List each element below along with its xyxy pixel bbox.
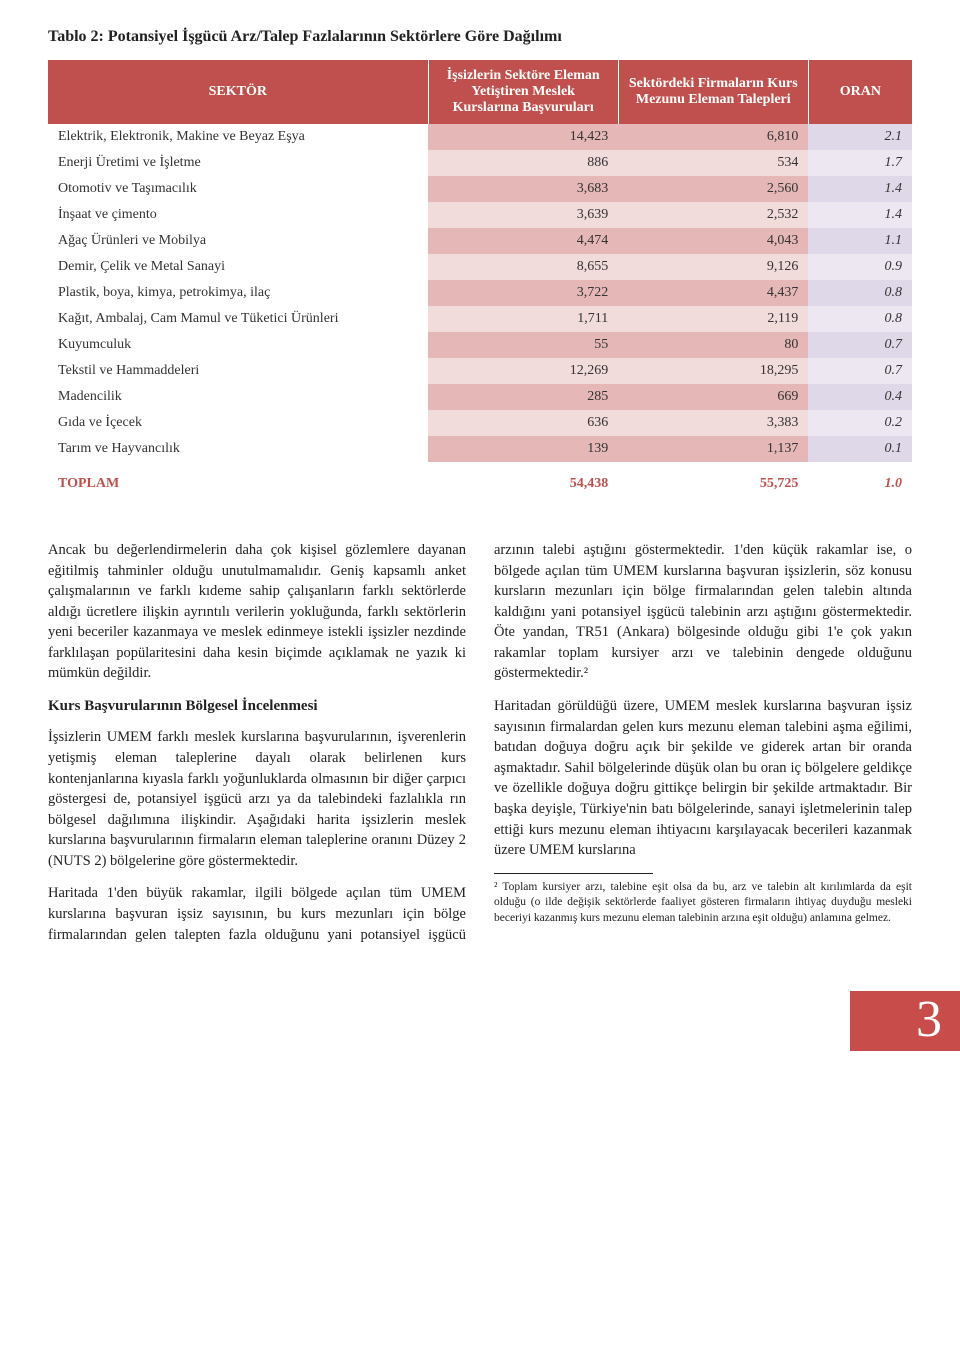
cell-c4: 0.2 — [808, 410, 912, 436]
cell-c3: 4,043 — [618, 228, 808, 254]
cell-c1: İnşaat ve çimento — [48, 202, 428, 228]
th-demands: Sektördeki Firmaların Kurs Mezunu Eleman… — [618, 60, 808, 124]
cell-c3: 3,383 — [618, 410, 808, 436]
cell-c2: 4,474 — [428, 228, 618, 254]
footnote: ² Toplam kursiyer arzı, talebine eşit ol… — [494, 880, 912, 927]
cell-c3: 2,560 — [618, 176, 808, 202]
cell-c1: Ağaç Ürünleri ve Mobilya — [48, 228, 428, 254]
table-row: Demir, Çelik ve Metal Sanayi8,6559,1260.… — [48, 254, 912, 280]
cell-c3: 2,119 — [618, 306, 808, 332]
th-sector: SEKTÖR — [48, 60, 428, 124]
table-row: Tekstil ve Hammaddeleri12,26918,2950.7 — [48, 358, 912, 384]
cell-c2: 1,711 — [428, 306, 618, 332]
total-cell-c2: 54,438 — [428, 462, 618, 506]
table-header-row: SEKTÖR İşsizlerin Sektöre Eleman Yetişti… — [48, 60, 912, 124]
cell-c3: 4,437 — [618, 280, 808, 306]
body-columns: Ancak bu değerlendirmelerin daha çok kiş… — [48, 540, 912, 945]
page-number: 3 — [916, 990, 942, 1049]
cell-c2: 3,683 — [428, 176, 618, 202]
table-total-row: TOPLAM54,43855,7251.0 — [48, 462, 912, 506]
paragraph: Haritadan görüldüğü üzere, UMEM meslek k… — [494, 696, 912, 861]
cell-c2: 139 — [428, 436, 618, 462]
cell-c2: 12,269 — [428, 358, 618, 384]
table-row: Enerji Üretimi ve İşletme8865341.7 — [48, 150, 912, 176]
cell-c2: 55 — [428, 332, 618, 358]
cell-c3: 2,532 — [618, 202, 808, 228]
table-row: Tarım ve Hayvancılık1391,1370.1 — [48, 436, 912, 462]
th-applications: İşsizlerin Sektöre Eleman Yetiştiren Mes… — [428, 60, 618, 124]
cell-c4: 0.8 — [808, 306, 912, 332]
cell-c1: Plastik, boya, kimya, petrokimya, ilaç — [48, 280, 428, 306]
subheading: Kurs Başvurularının Bölgesel İncelenmesi — [48, 696, 466, 717]
cell-c2: 636 — [428, 410, 618, 436]
cell-c2: 3,639 — [428, 202, 618, 228]
footnote-rule — [494, 873, 653, 874]
cell-c3: 534 — [618, 150, 808, 176]
cell-c1: Otomotiv ve Taşımacılık — [48, 176, 428, 202]
cell-c2: 14,423 — [428, 124, 618, 150]
cell-c4: 1.1 — [808, 228, 912, 254]
cell-c2: 886 — [428, 150, 618, 176]
paragraph: İşsizlerin UMEM farklı meslek kurslarına… — [48, 727, 466, 871]
total-cell-c3: 55,725 — [618, 462, 808, 506]
cell-c4: 1.4 — [808, 176, 912, 202]
total-cell-c4: 1.0 — [808, 462, 912, 506]
total-cell-c1: TOPLAM — [48, 462, 428, 506]
table-row: Kağıt, Ambalaj, Cam Mamul ve Tüketici Ür… — [48, 306, 912, 332]
cell-c4: 0.7 — [808, 332, 912, 358]
table-caption: Tablo 2: Potansiyel İşgücü Arz/Talep Faz… — [48, 28, 912, 46]
cell-c4: 1.7 — [808, 150, 912, 176]
table-row: Plastik, boya, kimya, petrokimya, ilaç3,… — [48, 280, 912, 306]
cell-c4: 0.1 — [808, 436, 912, 462]
table-row: Kuyumculuk55800.7 — [48, 332, 912, 358]
cell-c4: 0.8 — [808, 280, 912, 306]
cell-c1: Tekstil ve Hammaddeleri — [48, 358, 428, 384]
cell-c4: 0.4 — [808, 384, 912, 410]
table-row: İnşaat ve çimento3,6392,5321.4 — [48, 202, 912, 228]
cell-c3: 18,295 — [618, 358, 808, 384]
table-row: Ağaç Ürünleri ve Mobilya4,4744,0431.1 — [48, 228, 912, 254]
cell-c2: 285 — [428, 384, 618, 410]
cell-c3: 669 — [618, 384, 808, 410]
cell-c1: Madencilik — [48, 384, 428, 410]
cell-c3: 9,126 — [618, 254, 808, 280]
cell-c4: 0.9 — [808, 254, 912, 280]
th-ratio: ORAN — [808, 60, 912, 124]
cell-c1: Tarım ve Hayvancılık — [48, 436, 428, 462]
paragraph: Ancak bu değerlendirmelerin daha çok kiş… — [48, 540, 466, 684]
table-row: Otomotiv ve Taşımacılık3,6832,5601.4 — [48, 176, 912, 202]
cell-c1: Demir, Çelik ve Metal Sanayi — [48, 254, 428, 280]
cell-c2: 8,655 — [428, 254, 618, 280]
cell-c1: Kağıt, Ambalaj, Cam Mamul ve Tüketici Ür… — [48, 306, 428, 332]
cell-c3: 80 — [618, 332, 808, 358]
cell-c1: Elektrik, Elektronik, Makine ve Beyaz Eş… — [48, 124, 428, 150]
cell-c4: 2.1 — [808, 124, 912, 150]
sector-table: SEKTÖR İşsizlerin Sektöre Eleman Yetişti… — [48, 60, 912, 506]
table-row: Elektrik, Elektronik, Makine ve Beyaz Eş… — [48, 124, 912, 150]
cell-c3: 1,137 — [618, 436, 808, 462]
page-number-bar — [850, 991, 960, 1051]
cell-c1: Enerji Üretimi ve İşletme — [48, 150, 428, 176]
cell-c1: Kuyumculuk — [48, 332, 428, 358]
page-number-block: 3 — [48, 981, 912, 1051]
table-row: Gıda ve İçecek6363,3830.2 — [48, 410, 912, 436]
cell-c4: 1.4 — [808, 202, 912, 228]
cell-c3: 6,810 — [618, 124, 808, 150]
table-row: Madencilik2856690.4 — [48, 384, 912, 410]
cell-c4: 0.7 — [808, 358, 912, 384]
cell-c1: Gıda ve İçecek — [48, 410, 428, 436]
cell-c2: 3,722 — [428, 280, 618, 306]
